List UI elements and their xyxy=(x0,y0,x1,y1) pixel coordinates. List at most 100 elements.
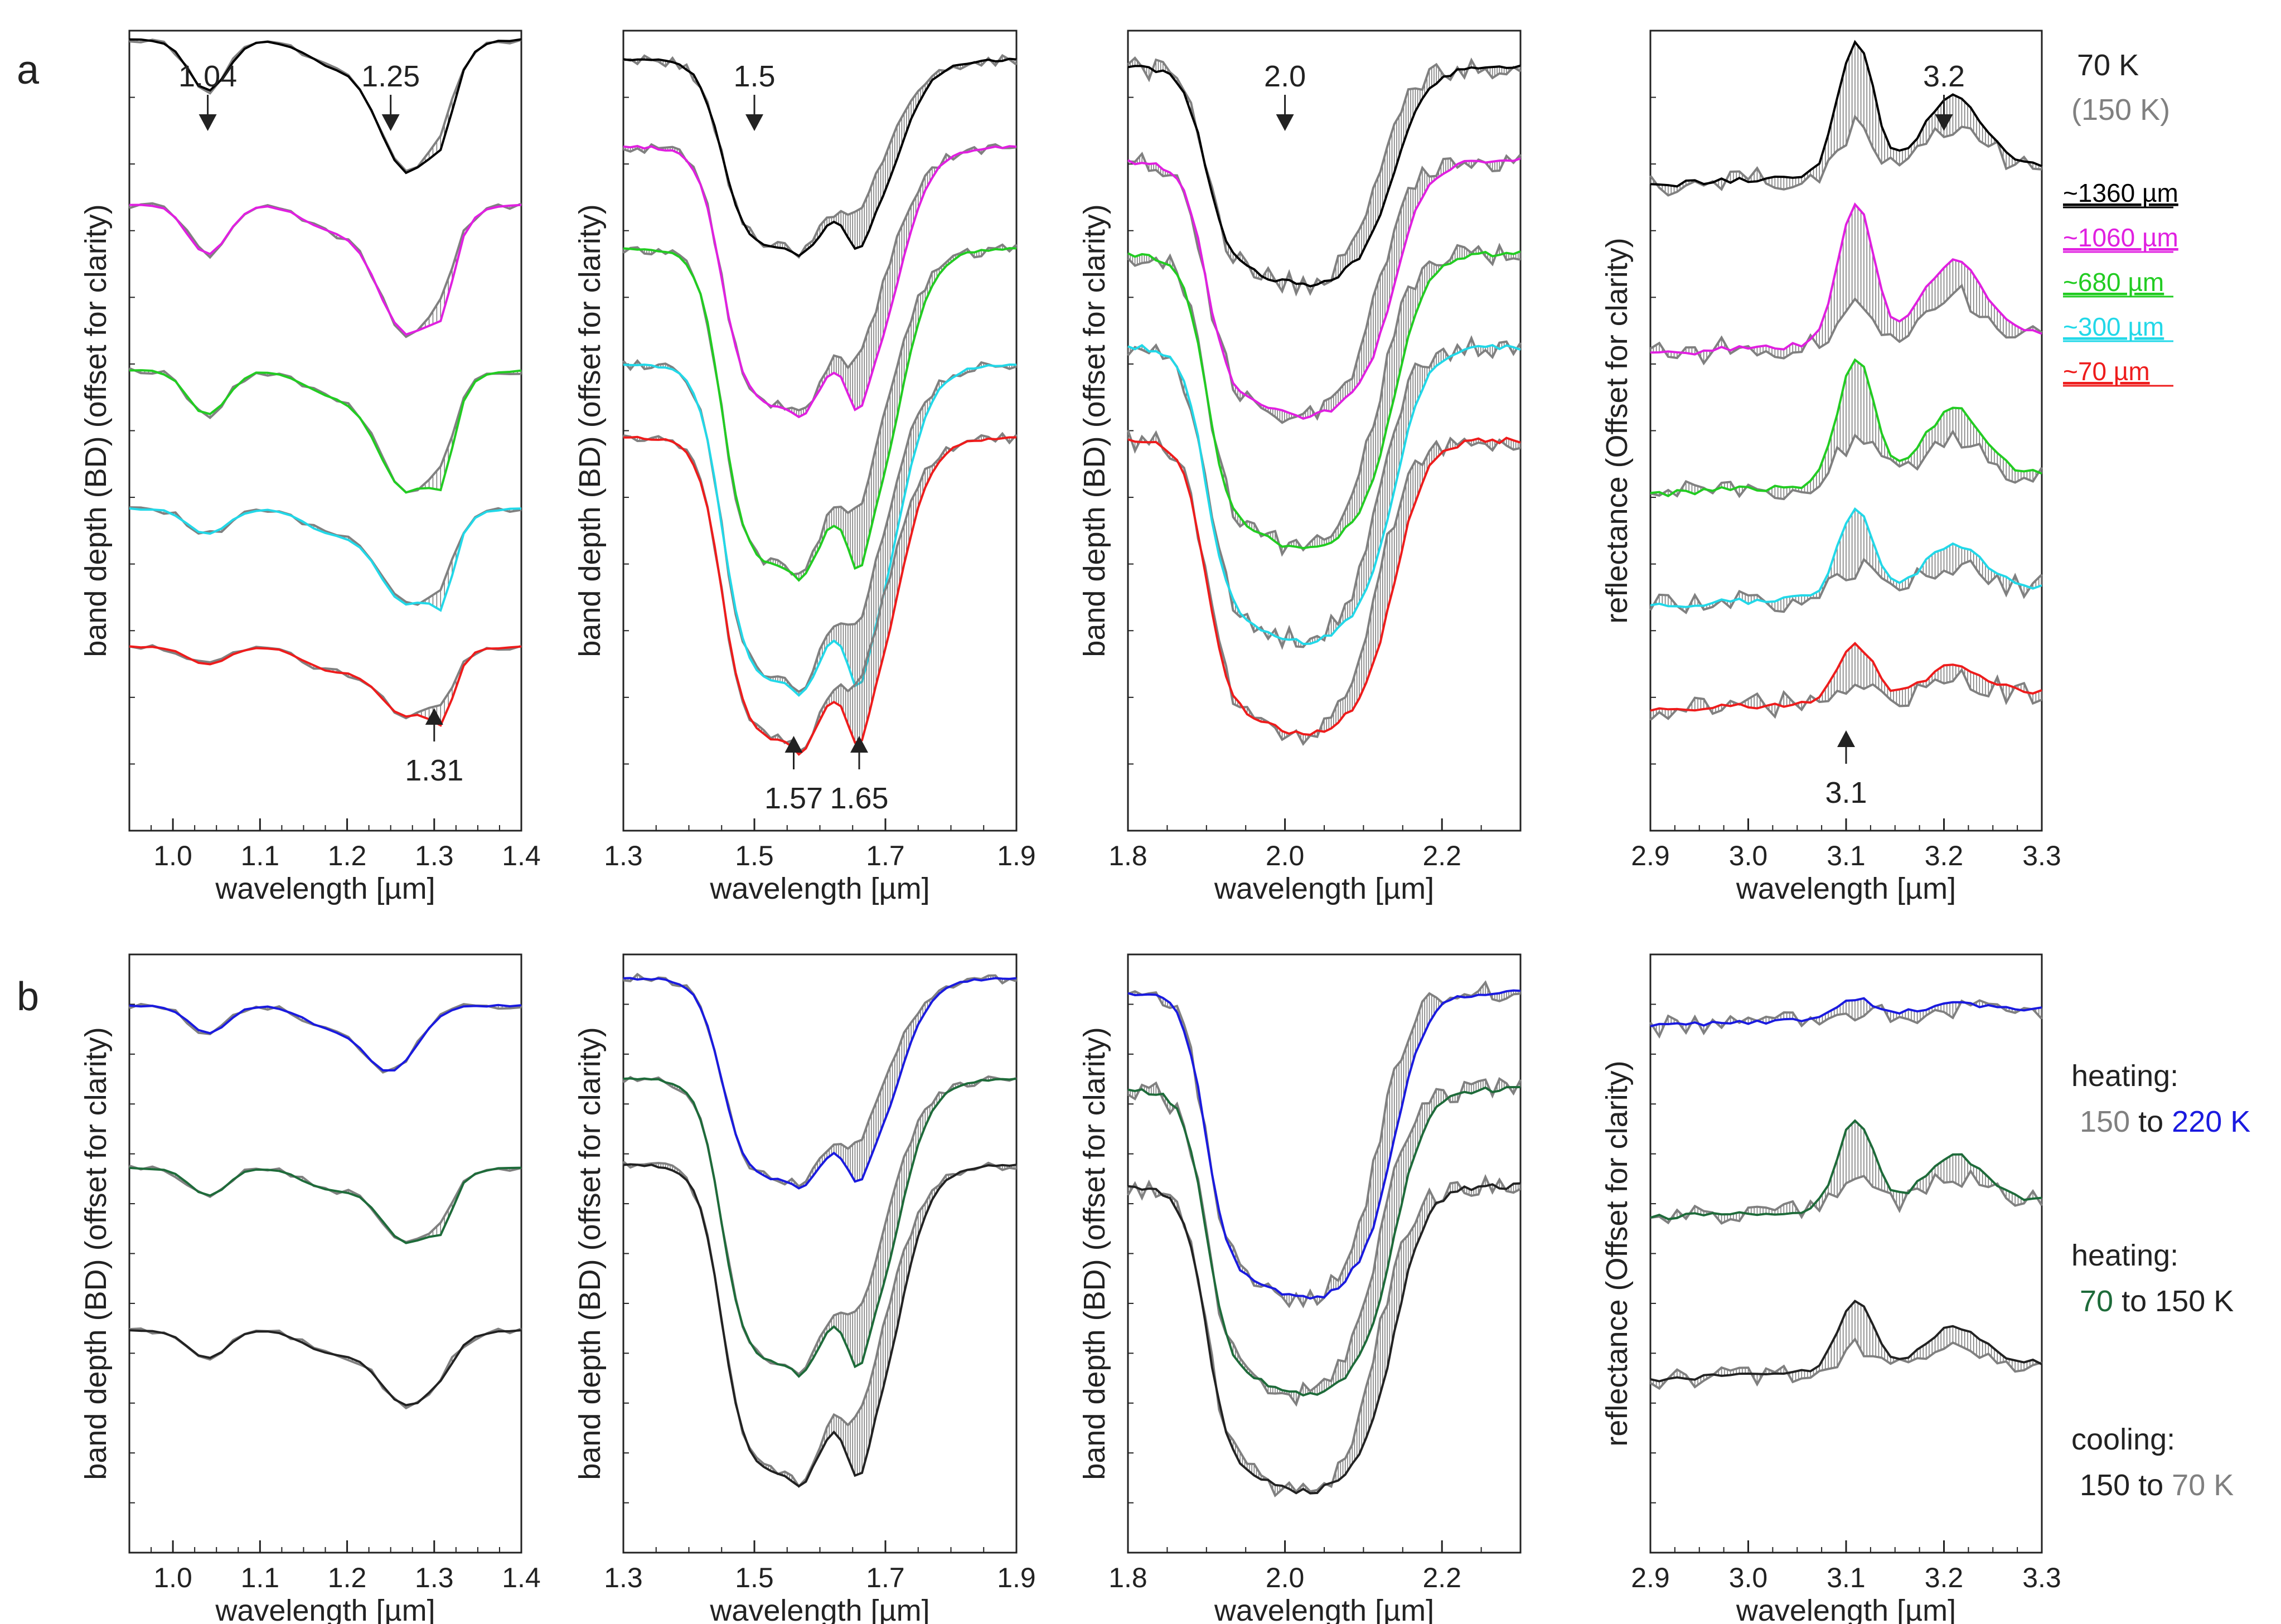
legend-b-title: heating: xyxy=(2071,1239,2178,1272)
arrow-head xyxy=(850,736,868,753)
legend-grain-size: ~1060 µm xyxy=(2063,223,2178,252)
series-~680 µm xyxy=(129,369,522,494)
legend-b-range: 150 to 70 K xyxy=(2080,1468,2234,1502)
series-gray-~1060 µm xyxy=(129,202,522,338)
series-150 to 70 K xyxy=(1650,1300,2042,1383)
x-tick-label: 1.2 xyxy=(328,1562,367,1593)
series-gray-70 to 150 K xyxy=(1127,1077,1522,1407)
x-axis-label: wavelength [µm] xyxy=(215,1594,435,1624)
x-axis-label: wavelength [µm] xyxy=(1214,872,1434,905)
x-tick-label: 1.8 xyxy=(1108,840,1147,871)
panel-b4: 2.9 3.0 3.1 3.2 3.3 wavelength [µm] reflectanc… xyxy=(1600,953,2061,1624)
x-tick-label: 1.3 xyxy=(415,1562,454,1593)
plot-frame xyxy=(128,30,522,832)
series-70 to 150 K xyxy=(1127,1085,1521,1397)
series-70 to 150 K xyxy=(129,1166,522,1244)
series-gray-~1360 µm xyxy=(1649,114,2042,197)
series-70 to 150 K xyxy=(623,1077,1017,1378)
x-tick-label: 1.3 xyxy=(604,840,643,871)
series-gray-150 to 220 K xyxy=(129,1002,522,1074)
x-tick-label: 1.7 xyxy=(866,840,905,871)
x-tick-label: 1.1 xyxy=(241,840,280,871)
hatch-~70 µm xyxy=(163,647,511,726)
x-axis-label: wavelength [µm] xyxy=(709,872,929,905)
series-gray-~300 µm xyxy=(1127,335,1522,650)
plot-frame xyxy=(1649,953,2043,1554)
y-axis-label: band depth (BD) (offset for clarity) xyxy=(573,1027,607,1480)
series-~300 µm xyxy=(623,363,1017,697)
hatch-~680 µm xyxy=(1655,360,2042,500)
x-axis-label: wavelength [µm] xyxy=(1214,1594,1434,1624)
hatch-~1360 µm xyxy=(635,55,1017,253)
series-gray-~1060 µm xyxy=(1649,283,2043,366)
series-~1360 µm xyxy=(129,38,522,174)
plot-frame xyxy=(1127,30,1522,832)
arrow-head xyxy=(1935,114,1953,131)
arrow-head xyxy=(198,114,217,131)
hatch-~300 µm xyxy=(1127,338,1521,647)
x-tick-label: 2.9 xyxy=(1631,840,1670,871)
legend-grain-size: ~1360 µm xyxy=(2063,178,2178,207)
x-tick-label: 1.8 xyxy=(1108,1562,1147,1593)
y-axis-label: band depth (BD) (offset for clarity) xyxy=(573,204,607,657)
series-~70 µm xyxy=(1650,642,2042,712)
x-tick-label: 1.0 xyxy=(153,840,192,871)
x-tick-label: 2.9 xyxy=(1631,1562,1670,1593)
x-axis-label: wavelength [µm] xyxy=(1736,872,1956,905)
hatch-70 to 150 K xyxy=(1127,1079,1521,1404)
series-gray-~680 µm xyxy=(1127,243,1521,557)
series-~680 µm xyxy=(1127,250,1521,550)
series-~1360 µm xyxy=(1650,40,2042,188)
panel-b1: 1.0 1.1 1.2 1.3 1.4 wavelength [µm] band depth… xyxy=(79,953,541,1624)
legend-b-range: 150 to 220 K xyxy=(2080,1105,2250,1138)
y-axis-label: band depth (BD) (offset for clarity) xyxy=(1078,1027,1111,1480)
series-gray-~300 µm xyxy=(622,358,1017,694)
x-tick-label: 3.1 xyxy=(1827,840,1866,871)
x-axis-label: wavelength [µm] xyxy=(709,1594,929,1624)
plot-frame xyxy=(128,953,522,1554)
panel-a4: 2.9 3.0 3.1 3.2 3.3 wavelength [µm] reflectanc… xyxy=(1600,30,2061,905)
series-~680 µm xyxy=(623,247,1017,582)
hatch-~70 µm xyxy=(623,433,1017,755)
series-150 to 220 K xyxy=(129,1004,522,1072)
series-gray-~300 µm xyxy=(1649,557,2043,614)
annotation-label: 1.65 xyxy=(830,782,888,815)
series-150 to 70 K xyxy=(1127,1182,1521,1495)
series-~1360 µm xyxy=(1127,64,1521,288)
series-gray-150 to 220 K xyxy=(623,972,1017,1188)
plot-frame xyxy=(622,953,1018,1554)
series-gray-~680 µm xyxy=(622,243,1018,576)
series-150 to 220 K xyxy=(1650,997,2042,1027)
series-~300 µm xyxy=(1127,343,1521,646)
x-tick-label: 2.2 xyxy=(1422,1562,1461,1593)
annotation-label: 3.2 xyxy=(1923,60,1965,93)
hatch-~1060 µm xyxy=(1134,153,1521,423)
row-label-b: b xyxy=(17,975,39,1019)
row-label-a: a xyxy=(17,48,40,93)
series-~1360 µm xyxy=(623,57,1017,258)
legend-grain-size: ~70 µm xyxy=(2063,357,2150,386)
series-150 to 220 K xyxy=(623,977,1017,1190)
x-tick-label: 1.4 xyxy=(502,840,541,871)
series-~1060 µm xyxy=(623,144,1017,419)
series-~70 µm xyxy=(129,645,522,727)
x-tick-label: 2.2 xyxy=(1422,840,1461,871)
arrow-head xyxy=(425,708,443,725)
x-tick-label: 1.1 xyxy=(241,1562,280,1593)
series-gray-~1060 µm xyxy=(1127,152,1522,424)
annotation-label: 1.04 xyxy=(178,60,237,93)
legend-grain-size: ~680 µm xyxy=(2063,268,2164,297)
x-tick-label: 1.9 xyxy=(997,1562,1036,1593)
hatch-150 to 220 K xyxy=(1132,982,1521,1306)
series-150 to 220 K xyxy=(1127,989,1521,1300)
legend-b-range: 70 to 150 K xyxy=(2080,1284,2234,1318)
series-~300 µm xyxy=(129,507,522,612)
series-gray-150 to 220 K xyxy=(1127,980,1521,1308)
x-tick-label: 1.0 xyxy=(153,1562,192,1593)
arrow-head xyxy=(1276,114,1294,131)
x-tick-label: 1.3 xyxy=(604,1562,643,1593)
series-70 to 150 K xyxy=(1650,1119,2042,1220)
x-axis-label: wavelength [µm] xyxy=(215,872,435,905)
x-tick-label: 1.5 xyxy=(735,840,774,871)
series-gray-~70 µm xyxy=(623,432,1018,753)
